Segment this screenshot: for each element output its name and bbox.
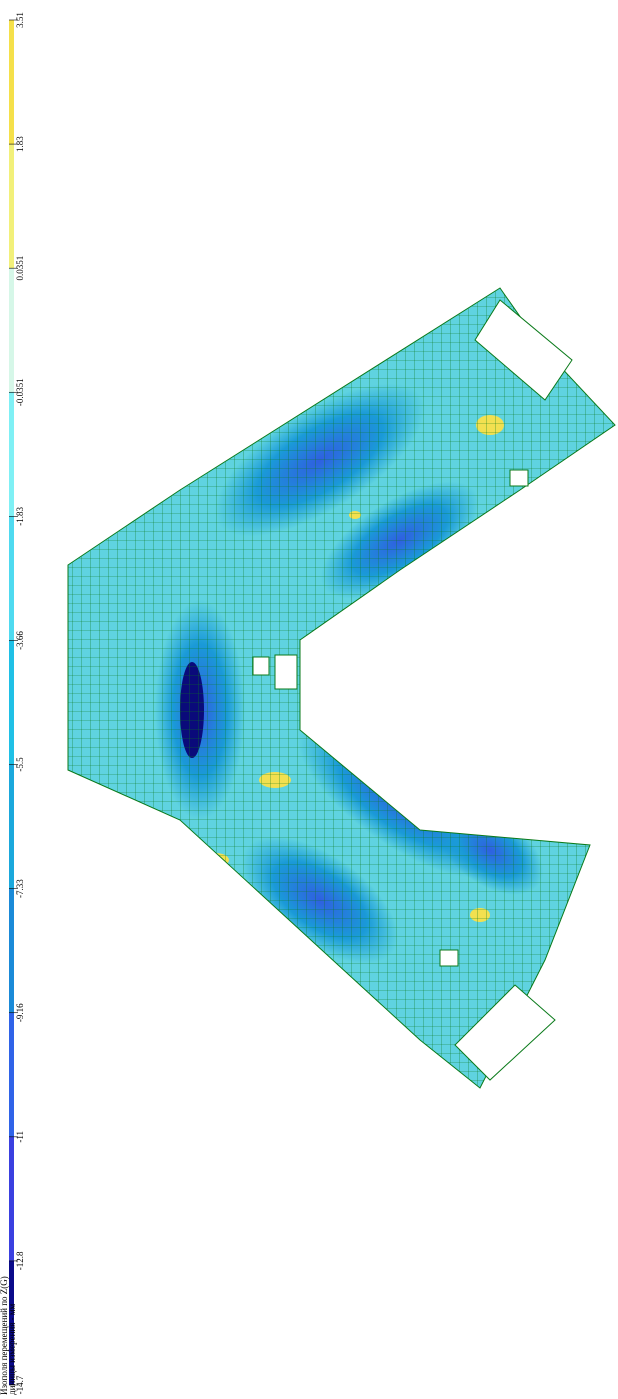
- legend-swatch: [9, 765, 14, 889]
- legend-label: 0.0351: [15, 256, 25, 281]
- legend-swatch: [9, 144, 14, 268]
- legend-label: 3.51: [15, 12, 25, 28]
- legend-label: -1.83: [15, 506, 25, 525]
- legend-label: -7.33: [15, 879, 25, 898]
- legend-swatch: [9, 516, 14, 640]
- legend-label: -12.8: [15, 1251, 25, 1270]
- legend-label: -11: [15, 1131, 25, 1143]
- plate-plot: [60, 280, 618, 1100]
- legend-swatch: [9, 1137, 14, 1261]
- legend-label: -0.0351: [15, 378, 25, 406]
- legend-swatch: [9, 268, 14, 392]
- legend-label: -5.5: [15, 757, 25, 772]
- caption-units: диницы измерения - мм: [7, 1303, 17, 1395]
- screen: 3.51 1.83 0.0351 -0.0351 -1.83 -3.66 -5.5 -7.33…: [0, 0, 618, 1399]
- legend-label: -3.66: [15, 631, 25, 650]
- legend-swatch: [9, 889, 14, 1013]
- legend: 3.51 1.83 0.0351 -0.0351 -1.83 -3.66 -5.5 -7.33…: [9, 12, 25, 1394]
- legend-swatch: [9, 640, 14, 764]
- legend-label: -9.16: [15, 1003, 25, 1022]
- legend-swatch: [9, 392, 14, 516]
- legend-swatch: [9, 1013, 14, 1137]
- legend-swatch: [9, 20, 14, 144]
- legend-label: 1.83: [15, 136, 25, 152]
